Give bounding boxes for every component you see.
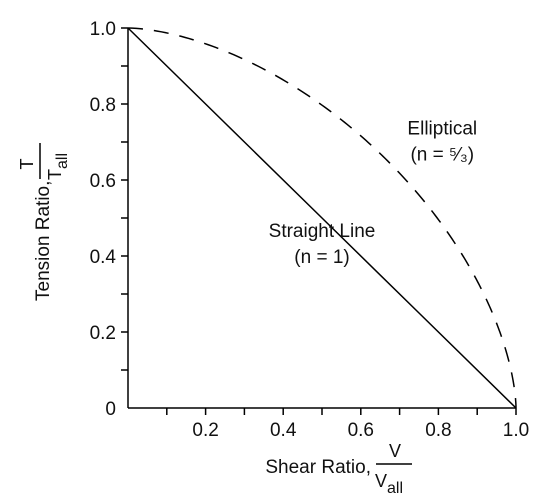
- x-axis-label-denominator-main: V: [375, 471, 387, 491]
- x-axis-label-denominator-subscript: all: [387, 480, 403, 497]
- x-tick-label-2: 0.6: [348, 420, 374, 441]
- y-tick-label-4: 0.8: [90, 95, 116, 116]
- y-axis-label-text: Tension Ratio,: [33, 181, 54, 301]
- x-axis-label-denominator: Vall: [375, 471, 403, 497]
- y-tick-label-5: 1.0: [90, 19, 116, 40]
- y-tick-label-1: 0.2: [90, 323, 116, 344]
- annotation-0-subtitle: (n = 1): [294, 247, 349, 268]
- y-axis-label-denominator: Tall: [45, 153, 71, 180]
- elliptical-curve: [127, 27, 517, 408]
- tick-labels: 0.2 0.4 0.6 0.8 1.0 0 0.2 0.4 0.6 0.8 1.0: [90, 19, 530, 441]
- annotation-0-title: Straight Line: [269, 221, 376, 242]
- x-axis-label: Shear Ratio, V Vall: [265, 441, 412, 497]
- annotation-1-title: Elliptical: [407, 118, 477, 139]
- series: [127, 27, 517, 409]
- x-tick-label-4: 1.0: [503, 420, 529, 441]
- straight-line: [127, 27, 517, 409]
- y-axis-label: Tension Ratio, T Tall: [17, 143, 71, 301]
- y-axis-label-numerator: T: [17, 159, 37, 170]
- y-axis-label-denominator-main: T: [45, 169, 65, 180]
- x-axis-label-numerator: V: [389, 441, 401, 461]
- ticks: [121, 27, 517, 415]
- y-axis-label-denominator-subscript: all: [54, 153, 71, 169]
- x-tick-label-1: 0.4: [270, 420, 297, 441]
- y-tick-label-3: 0.6: [90, 171, 116, 192]
- annotations: Straight Line (n = 1) Elliptical (n = ⁵⁄₃): [269, 118, 477, 268]
- y-tick-label-2: 0.4: [90, 247, 117, 268]
- x-tick-label-3: 0.8: [425, 420, 451, 441]
- annotation-1-subtitle: (n = ⁵⁄₃): [410, 144, 474, 165]
- x-axis-label-text: Shear Ratio,: [265, 457, 371, 478]
- x-tick-label-0: 0.2: [192, 420, 218, 441]
- y-tick-label-0: 0: [105, 399, 116, 420]
